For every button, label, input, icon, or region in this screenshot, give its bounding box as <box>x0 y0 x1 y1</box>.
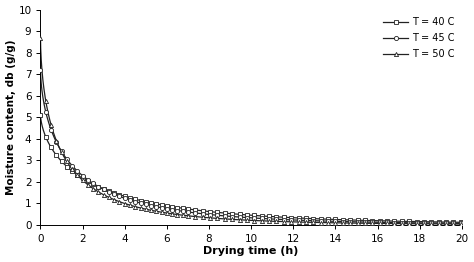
T = 40 C <box>355 219 360 222</box>
T = 45 C <box>185 210 191 214</box>
T = 45 C <box>37 68 43 71</box>
T = 40 C <box>143 200 149 203</box>
T = 50 C <box>122 202 128 205</box>
T = 50 C <box>91 187 96 190</box>
T = 45 C <box>458 222 464 225</box>
T = 45 C <box>421 221 427 225</box>
Line: T = 40 C: T = 40 C <box>38 113 463 224</box>
Line: T = 50 C: T = 50 C <box>38 35 463 226</box>
X-axis label: Drying time (h): Drying time (h) <box>203 247 299 256</box>
T = 40 C <box>185 208 191 211</box>
T = 45 C <box>143 203 149 206</box>
T = 50 C <box>458 222 464 226</box>
Line: T = 45 C: T = 45 C <box>38 68 463 225</box>
T = 50 C <box>185 214 191 217</box>
T = 45 C <box>91 182 96 185</box>
Y-axis label: Moisture content, db (g/g): Moisture content, db (g/g) <box>6 39 16 195</box>
T = 50 C <box>421 222 427 225</box>
T = 40 C <box>421 220 427 223</box>
T = 40 C <box>91 183 96 186</box>
T = 40 C <box>122 195 128 198</box>
T = 40 C <box>458 221 464 224</box>
Legend: T = 40 C, T = 45 C, T = 50 C: T = 40 C, T = 45 C, T = 50 C <box>381 14 457 62</box>
T = 50 C <box>37 36 43 39</box>
T = 40 C <box>37 113 43 117</box>
T = 45 C <box>122 197 128 200</box>
T = 45 C <box>355 220 360 223</box>
T = 50 C <box>143 208 149 211</box>
T = 50 C <box>355 222 360 225</box>
